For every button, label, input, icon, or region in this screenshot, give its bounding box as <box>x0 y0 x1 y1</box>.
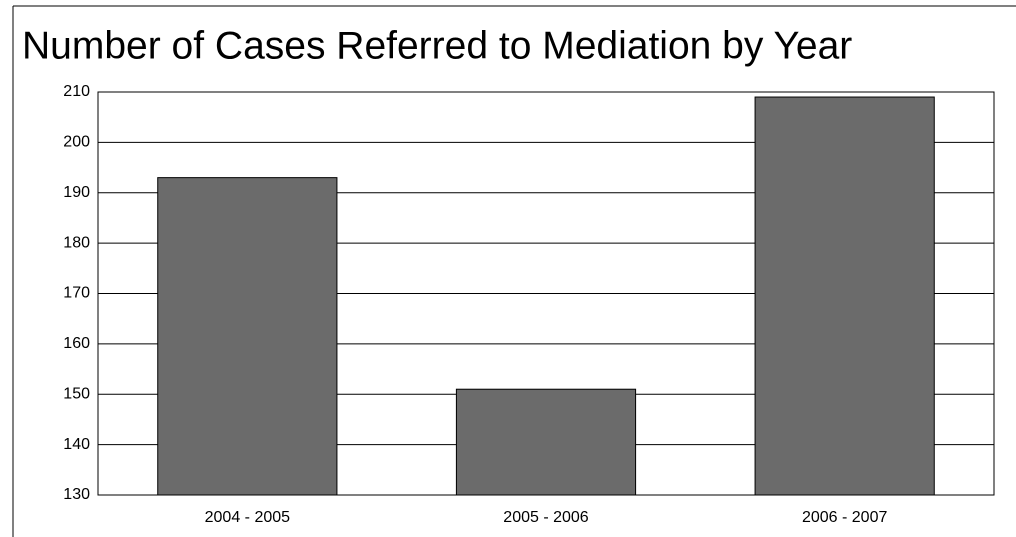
y-tick-label: 200 <box>63 134 90 151</box>
y-tick-label: 170 <box>63 285 90 302</box>
bar <box>754 96 935 496</box>
x-tick-label: 2004 - 2005 <box>205 509 291 526</box>
x-tick-label: 2006 - 2007 <box>802 509 888 526</box>
y-tick-label: 180 <box>63 234 90 251</box>
y-tick-label: 160 <box>63 335 90 352</box>
y-tick-label: 150 <box>63 385 90 402</box>
bar <box>455 388 637 496</box>
x-tick-label: 2005 - 2006 <box>503 509 589 526</box>
y-tick-label: 130 <box>63 486 90 503</box>
y-tick-label: 190 <box>63 184 90 201</box>
bar <box>157 177 338 496</box>
y-tick-label: 210 <box>63 83 90 100</box>
y-tick-label: 140 <box>63 436 90 453</box>
chart-title: Number of Cases Referred to Mediation by… <box>22 24 852 67</box>
